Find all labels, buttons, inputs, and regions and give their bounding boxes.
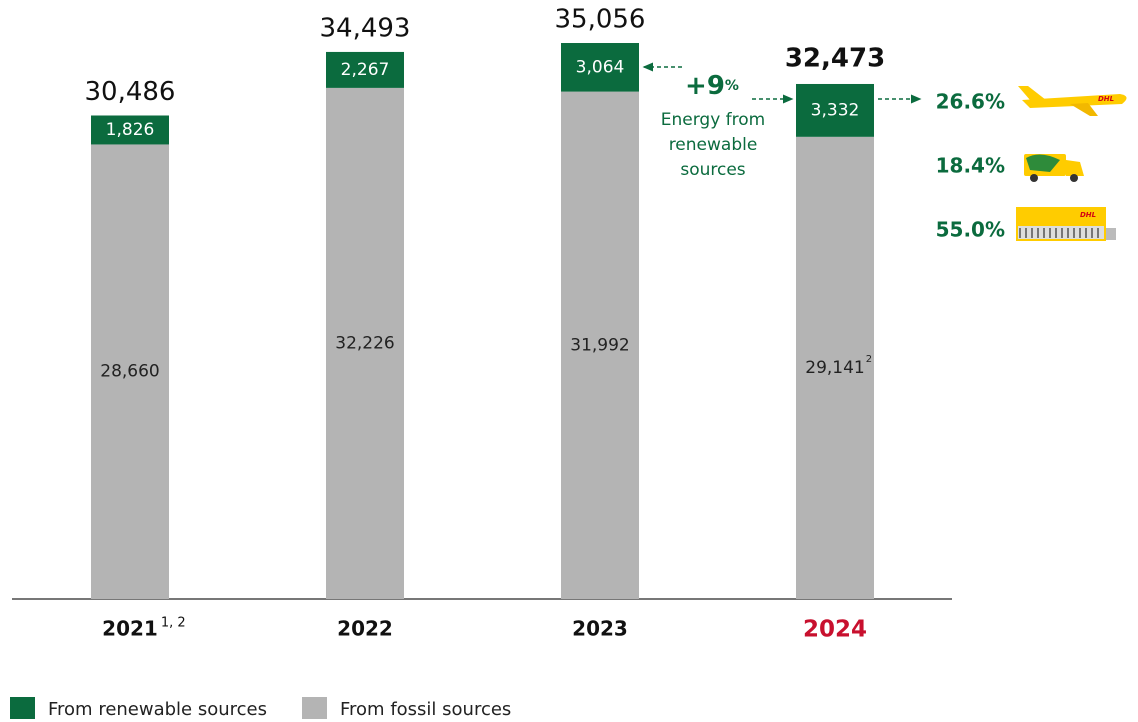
svg-text:DHL: DHL [1098, 95, 1114, 103]
category-note: 1, 2 [161, 616, 186, 631]
share-label: 26.6% [936, 90, 1005, 114]
value-label: 3,332 [811, 100, 860, 120]
chart: +9% DHL DHL 28,660 1,826 30,486 20211, 2 32,… [0, 0, 1138, 722]
plane-icon: DHL [1018, 86, 1127, 116]
total-label: 32,473 [785, 43, 885, 73]
value-label: 1,826 [106, 120, 155, 140]
value-label: 3,064 [576, 57, 625, 77]
x-tick-label: 2024 [803, 617, 867, 643]
share-label: 18.4% [936, 154, 1005, 178]
total-label: 35,056 [555, 5, 646, 35]
value-note: 2 [866, 354, 872, 365]
growth-value: +9 [685, 71, 725, 101]
legend-label: From fossil sources [340, 699, 511, 720]
value-label: 31,992 [570, 335, 629, 355]
legend-swatch [302, 697, 327, 719]
total-label: 30,486 [85, 77, 176, 107]
x-tick-label: 2021 [102, 617, 158, 641]
warehouse-icon: DHL [1016, 207, 1116, 241]
share-label: 55.0% [936, 218, 1005, 242]
growth-text: Energy from renewable sources [638, 108, 788, 183]
growth: +9% [685, 71, 739, 101]
total-label: 34,493 [320, 13, 411, 43]
value-label: 2,267 [341, 60, 390, 80]
van-icon [1024, 154, 1084, 182]
x-tick-label: 2022 [337, 617, 393, 641]
legend-label: From renewable sources [48, 699, 267, 720]
value-label: 32,226 [335, 333, 394, 353]
value-label: 28,660 [100, 362, 159, 382]
growth-unit: % [725, 78, 739, 94]
value-label: 29,141 [805, 358, 864, 378]
x-tick-label: 2023 [572, 617, 628, 641]
svg-text:DHL: DHL [1080, 211, 1096, 219]
legend-swatch [10, 697, 35, 719]
page: +9% DHL DHL 28,660 1,826 30,486 20211, 2 32,… [0, 0, 1138, 722]
